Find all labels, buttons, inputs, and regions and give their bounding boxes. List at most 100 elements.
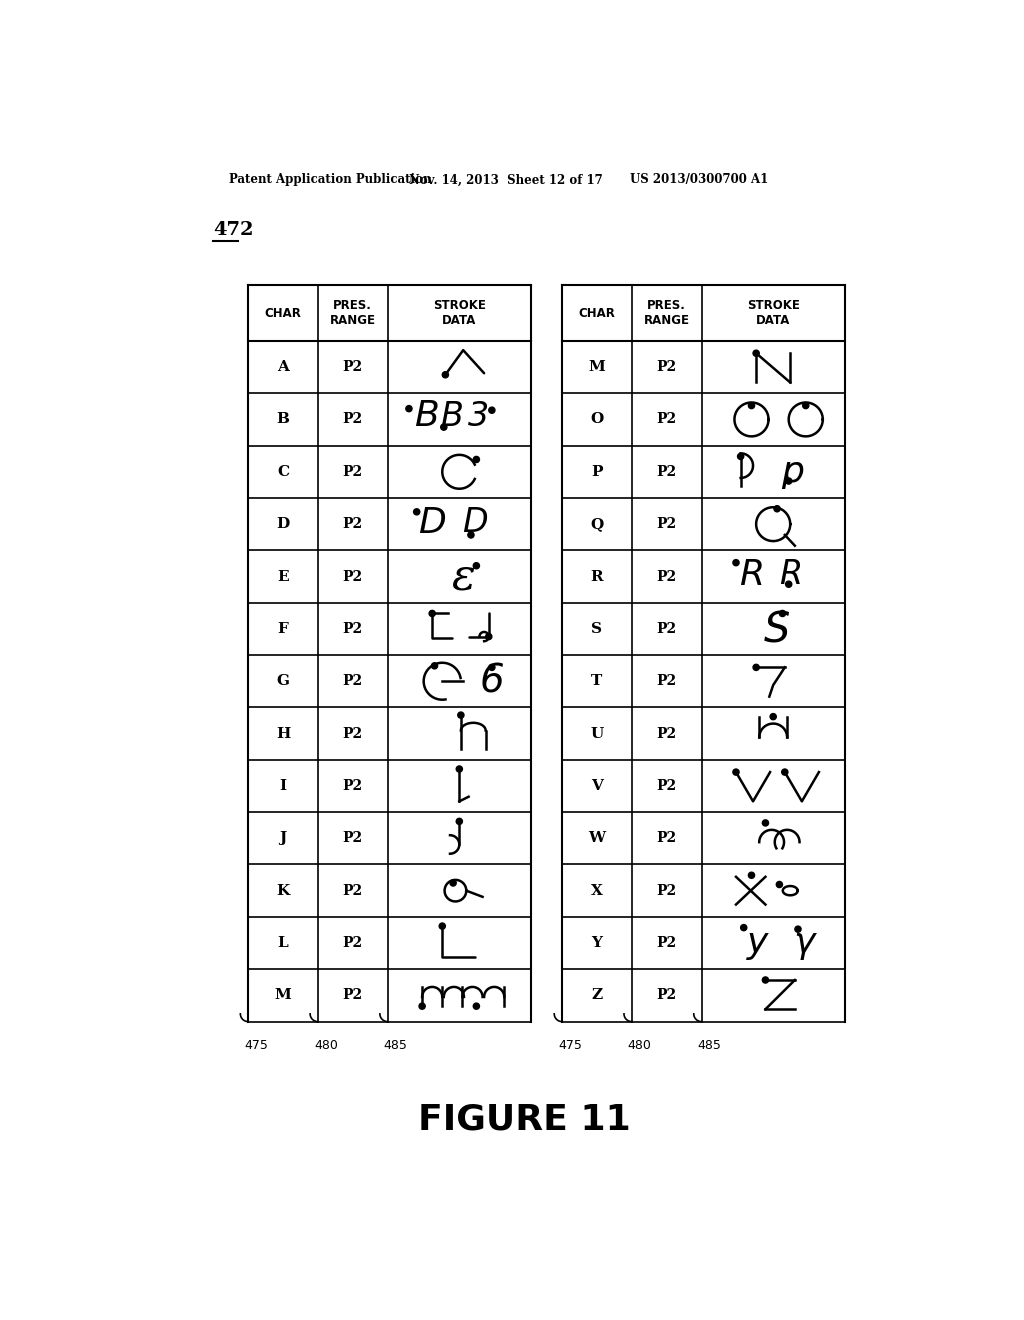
Text: B: B: [415, 400, 439, 433]
Text: Z: Z: [591, 989, 602, 1002]
Circle shape: [803, 403, 809, 409]
Text: P2: P2: [656, 779, 677, 793]
Circle shape: [770, 714, 776, 719]
Text: D: D: [276, 517, 290, 531]
Circle shape: [457, 766, 463, 772]
Circle shape: [457, 818, 463, 825]
Circle shape: [488, 664, 495, 671]
Text: y: y: [746, 927, 768, 960]
Text: S: S: [764, 610, 791, 651]
Circle shape: [785, 478, 792, 484]
Circle shape: [406, 405, 412, 412]
Text: P2: P2: [656, 465, 677, 479]
Text: X: X: [591, 883, 603, 898]
Text: Nov. 14, 2013  Sheet 12 of 17: Nov. 14, 2013 Sheet 12 of 17: [410, 173, 603, 186]
Circle shape: [762, 977, 769, 983]
Text: P2: P2: [343, 360, 362, 374]
Text: P2: P2: [343, 675, 362, 688]
Text: US 2013/0300700 A1: US 2013/0300700 A1: [630, 173, 768, 186]
Text: P2: P2: [656, 726, 677, 741]
Text: D: D: [418, 506, 446, 540]
Text: P2: P2: [343, 412, 362, 426]
Text: P2: P2: [656, 675, 677, 688]
Text: W: W: [589, 832, 605, 845]
Text: R: R: [739, 558, 764, 591]
Circle shape: [749, 873, 755, 878]
Circle shape: [439, 923, 445, 929]
Text: Patent Application Publication: Patent Application Publication: [228, 173, 431, 186]
Text: P2: P2: [343, 832, 362, 845]
Text: P2: P2: [656, 832, 677, 845]
Text: P2: P2: [656, 412, 677, 426]
Text: P2: P2: [656, 360, 677, 374]
Text: E: E: [278, 569, 289, 583]
Circle shape: [488, 407, 495, 413]
Text: γ: γ: [794, 927, 815, 960]
Circle shape: [485, 634, 492, 640]
Text: 472: 472: [213, 222, 254, 239]
Circle shape: [733, 770, 739, 775]
Circle shape: [414, 508, 420, 515]
Text: 3: 3: [468, 400, 489, 433]
Text: P2: P2: [343, 569, 362, 583]
Circle shape: [429, 610, 435, 616]
Circle shape: [762, 820, 769, 826]
Text: P2: P2: [656, 517, 677, 531]
Circle shape: [737, 453, 743, 459]
Text: STROKE
DATA: STROKE DATA: [433, 300, 485, 327]
Text: CHAR: CHAR: [264, 306, 301, 319]
Text: C: C: [276, 465, 289, 479]
Text: P: P: [591, 465, 603, 479]
Circle shape: [473, 1003, 479, 1010]
Text: M: M: [589, 360, 605, 374]
Text: 6: 6: [479, 663, 504, 700]
Text: 485: 485: [697, 1039, 722, 1052]
Text: U: U: [590, 726, 603, 741]
Text: 475: 475: [245, 1039, 268, 1052]
Text: S: S: [592, 622, 602, 636]
Text: F: F: [278, 622, 289, 636]
Text: CHAR: CHAR: [579, 306, 615, 319]
Text: P2: P2: [343, 465, 362, 479]
Text: P2: P2: [656, 622, 677, 636]
Text: G: G: [276, 675, 290, 688]
Text: FIGURE 11: FIGURE 11: [419, 1102, 631, 1137]
Circle shape: [733, 560, 739, 566]
Text: M: M: [274, 989, 292, 1002]
Circle shape: [431, 663, 437, 669]
Text: Y: Y: [592, 936, 602, 950]
Circle shape: [473, 562, 479, 569]
Text: R: R: [591, 569, 603, 583]
Text: H: H: [275, 726, 290, 741]
Text: P2: P2: [343, 883, 362, 898]
Circle shape: [785, 581, 792, 587]
Text: B: B: [276, 412, 290, 426]
Text: P2: P2: [343, 936, 362, 950]
Text: STROKE
DATA: STROKE DATA: [746, 300, 800, 327]
Text: Q: Q: [590, 517, 603, 531]
Text: D: D: [462, 506, 487, 539]
Text: 485: 485: [384, 1039, 408, 1052]
Text: 480: 480: [314, 1039, 338, 1052]
Text: p: p: [781, 455, 804, 488]
Text: PRES.
RANGE: PRES. RANGE: [644, 300, 689, 327]
Text: P2: P2: [656, 569, 677, 583]
Circle shape: [749, 403, 755, 409]
Text: 475: 475: [558, 1039, 582, 1052]
Circle shape: [795, 927, 801, 932]
Circle shape: [468, 532, 474, 539]
Circle shape: [458, 711, 464, 718]
Text: ε: ε: [452, 554, 475, 598]
Text: O: O: [590, 412, 603, 426]
Circle shape: [440, 424, 446, 430]
Circle shape: [753, 664, 759, 671]
Text: P2: P2: [656, 989, 677, 1002]
Circle shape: [779, 610, 785, 616]
Circle shape: [781, 770, 787, 775]
Text: I: I: [280, 779, 287, 793]
Text: R: R: [778, 558, 802, 591]
Circle shape: [473, 457, 479, 462]
Text: T: T: [591, 675, 602, 688]
Circle shape: [753, 350, 759, 356]
Circle shape: [450, 880, 457, 886]
